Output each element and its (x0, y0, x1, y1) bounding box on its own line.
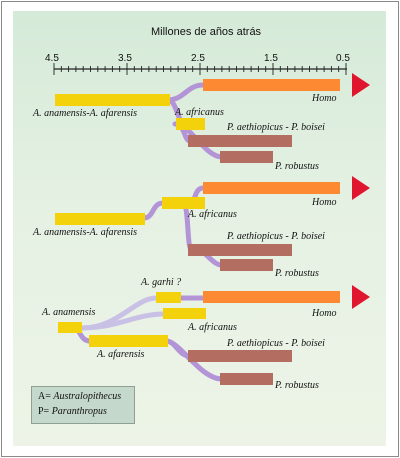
bar-afarensis (89, 335, 168, 347)
bar-africanus (162, 197, 205, 209)
tick-label-2-5: 2.5 (191, 53, 205, 64)
legend-p-name: Paranthropus (51, 406, 107, 417)
bar-robustus (220, 151, 273, 163)
legend-row-p: P= Paranthropus (38, 406, 107, 417)
bar-garhi (156, 292, 181, 303)
homo-arrow-icon (352, 73, 370, 97)
label-homo: Homo (312, 308, 337, 319)
label-africanus: A. africanus (175, 107, 224, 118)
homo-arrow-icon (352, 176, 370, 200)
label-boisei: P. aethiopicus - P. boisei (227, 122, 325, 133)
bar-anamensis-afarensis (55, 94, 170, 106)
legend-row-a: A= Australopithecus (38, 391, 121, 402)
bar-boisei (188, 135, 292, 147)
bar-boisei (188, 244, 292, 256)
tick-label-1-5: 1.5 (264, 53, 278, 64)
diagram-1 (55, 73, 370, 163)
label-anamensis-afarensis: A. anamensis-A. afarensis (33, 227, 138, 238)
bar-homo (203, 79, 340, 91)
label-boisei: P. aethiopicus - P. boisei (227, 338, 325, 349)
label-africanus: A. africanus (188, 322, 237, 333)
label-robustus: P. robustus (275, 268, 319, 279)
bar-anamensis-afarensis (55, 213, 145, 225)
label-homo: Homo (312, 197, 337, 208)
bar-africanus (163, 308, 206, 319)
diagram-3 (58, 285, 370, 385)
label-boisei: P. aethiopicus - P. boisei (227, 231, 325, 242)
tick-label-3-5: 3.5 (118, 53, 132, 64)
label-robustus: P. robustus (275, 161, 319, 172)
bar-homo (203, 291, 340, 303)
diagram-3-links-light (79, 295, 167, 331)
diagram-2 (55, 176, 370, 271)
label-robustus: P. robustus (275, 380, 319, 391)
bar-africanus (176, 118, 205, 130)
legend-box: A= Australopithecus P= Paranthropus (31, 386, 135, 424)
tick-label-0-5: 0.5 (336, 53, 350, 64)
legend-p-prefix: P= (38, 406, 52, 417)
tick-label-4-5: 4.5 (45, 53, 59, 64)
bar-homo (203, 182, 340, 194)
bar-anamensis (58, 322, 82, 333)
bar-robustus (220, 373, 273, 385)
homo-arrow-icon (352, 285, 370, 309)
label-anamensis: A. anamensis (42, 307, 96, 318)
label-afarensis: A. afarensis (97, 349, 145, 360)
label-anamensis-afarensis: A. anamensis-A. afarensis (33, 108, 138, 119)
bar-robustus (220, 259, 273, 271)
label-garhi: A. garhi ? (141, 277, 182, 288)
axis-title: Millones de años atrás (151, 26, 262, 38)
label-homo: Homo (312, 93, 337, 104)
time-axis (53, 63, 347, 75)
axis-ticks (53, 63, 347, 75)
legend-a-name: Australopithecus (53, 391, 122, 402)
label-africanus: A. africanus (188, 209, 237, 220)
legend-a-prefix: A= (38, 391, 54, 402)
bar-boisei (188, 350, 292, 362)
